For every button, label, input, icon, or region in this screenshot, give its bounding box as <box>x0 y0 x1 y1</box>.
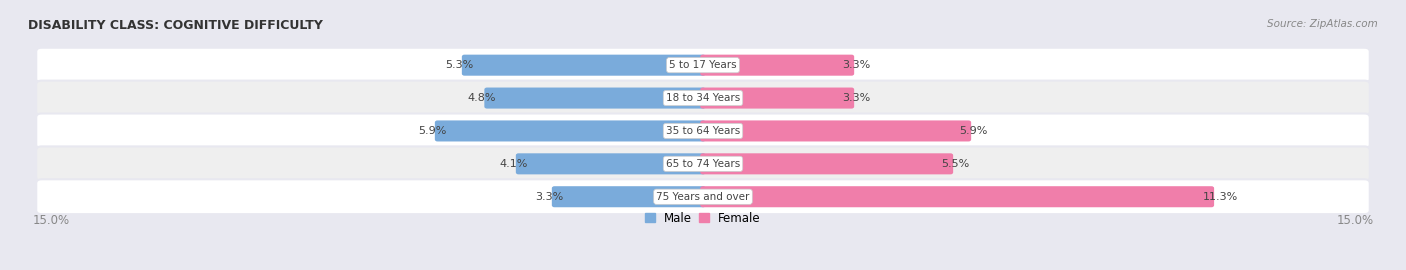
Text: 5 to 17 Years: 5 to 17 Years <box>669 60 737 70</box>
FancyBboxPatch shape <box>700 55 855 76</box>
FancyBboxPatch shape <box>37 48 1369 83</box>
Text: 65 to 74 Years: 65 to 74 Years <box>666 159 740 169</box>
Text: 5.3%: 5.3% <box>446 60 474 70</box>
Text: DISABILITY CLASS: COGNITIVE DIFFICULTY: DISABILITY CLASS: COGNITIVE DIFFICULTY <box>28 19 323 32</box>
FancyBboxPatch shape <box>700 153 953 174</box>
Legend: Male, Female: Male, Female <box>645 211 761 225</box>
Text: 3.3%: 3.3% <box>842 93 870 103</box>
Text: 35 to 64 Years: 35 to 64 Years <box>666 126 740 136</box>
Text: 3.3%: 3.3% <box>842 60 870 70</box>
Text: 4.8%: 4.8% <box>468 93 496 103</box>
FancyBboxPatch shape <box>37 81 1369 116</box>
FancyBboxPatch shape <box>551 186 706 207</box>
Text: 15.0%: 15.0% <box>32 214 70 227</box>
FancyBboxPatch shape <box>434 120 706 141</box>
Text: 5.5%: 5.5% <box>942 159 970 169</box>
FancyBboxPatch shape <box>37 179 1369 214</box>
Text: 3.3%: 3.3% <box>536 192 564 202</box>
Text: Source: ZipAtlas.com: Source: ZipAtlas.com <box>1267 19 1378 29</box>
Text: 18 to 34 Years: 18 to 34 Years <box>666 93 740 103</box>
FancyBboxPatch shape <box>484 87 706 109</box>
FancyBboxPatch shape <box>461 55 706 76</box>
Text: 4.1%: 4.1% <box>499 159 527 169</box>
FancyBboxPatch shape <box>37 113 1369 148</box>
Text: 5.9%: 5.9% <box>418 126 447 136</box>
FancyBboxPatch shape <box>37 146 1369 181</box>
FancyBboxPatch shape <box>516 153 706 174</box>
FancyBboxPatch shape <box>700 186 1215 207</box>
FancyBboxPatch shape <box>700 87 855 109</box>
FancyBboxPatch shape <box>700 120 972 141</box>
Text: 75 Years and over: 75 Years and over <box>657 192 749 202</box>
Text: 11.3%: 11.3% <box>1202 192 1237 202</box>
Text: 15.0%: 15.0% <box>1336 214 1374 227</box>
Text: 5.9%: 5.9% <box>959 126 988 136</box>
